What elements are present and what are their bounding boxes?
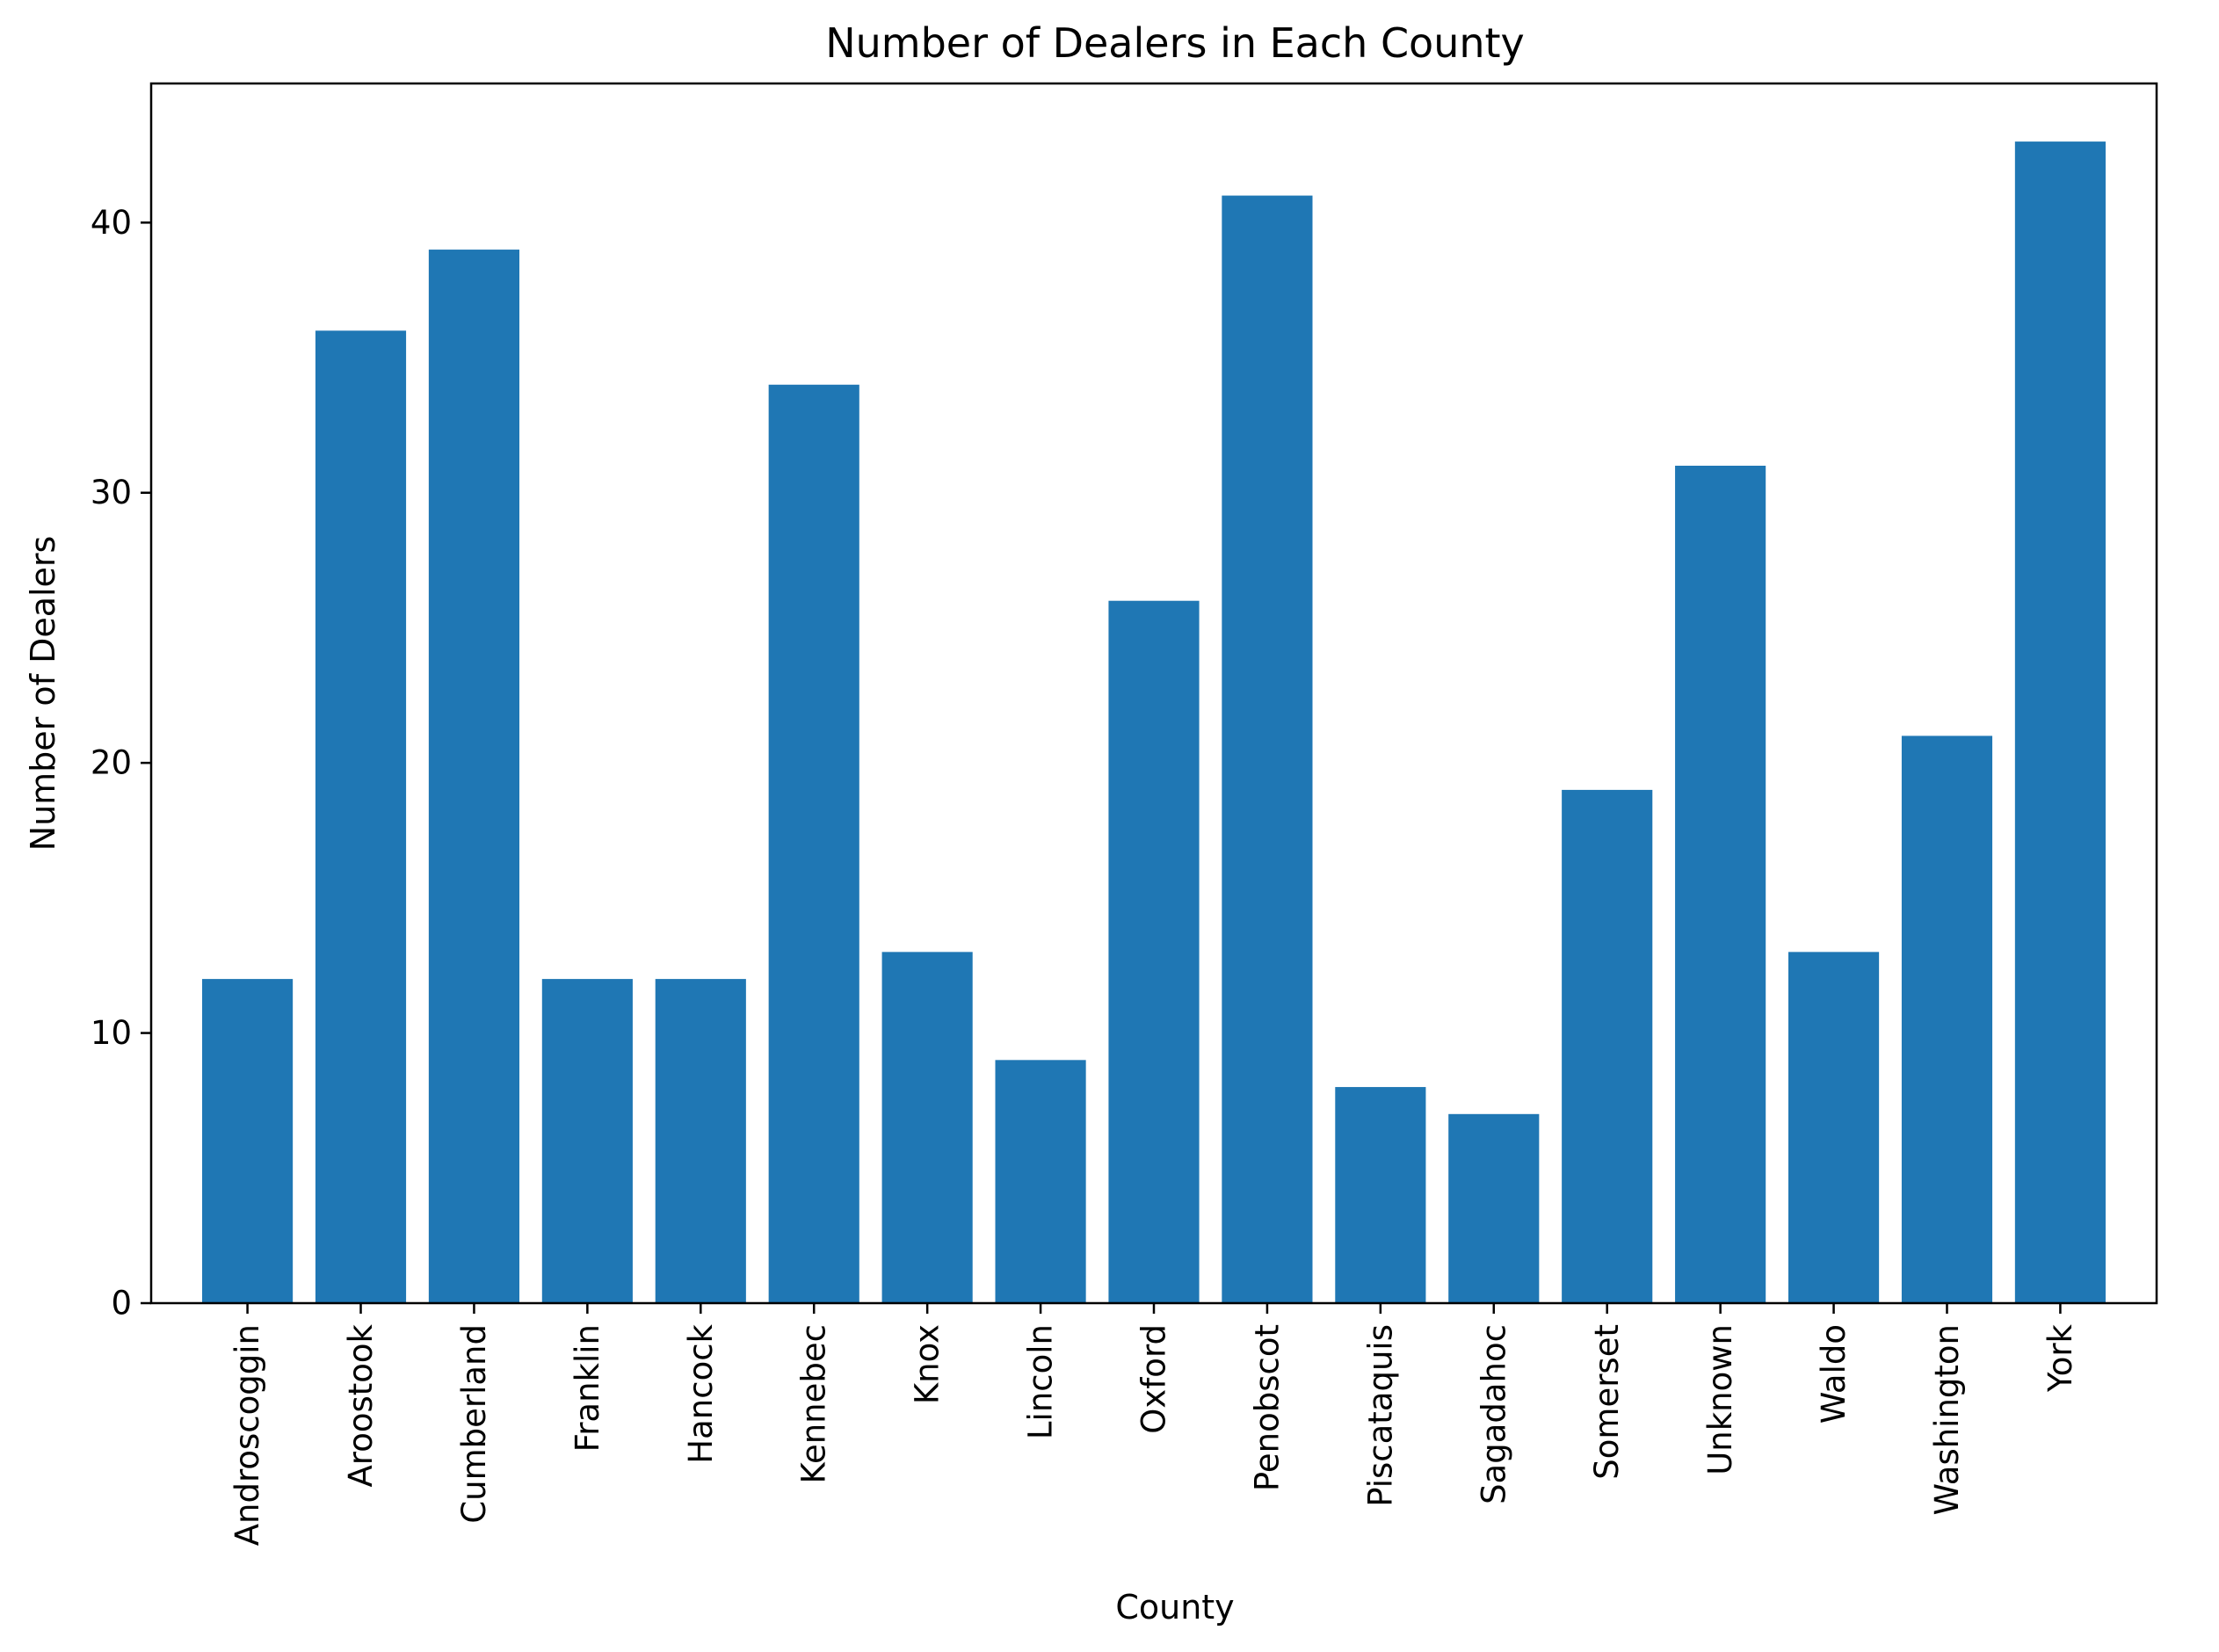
x-tick-label: Kennebec xyxy=(795,1324,833,1483)
x-tick-label: Hancock xyxy=(682,1323,720,1463)
y-axis-label: Number of Dealers xyxy=(24,536,62,851)
bars-group xyxy=(202,141,2106,1304)
x-tick-label: Aroostook xyxy=(342,1323,380,1487)
y-tick-label: 40 xyxy=(91,204,132,242)
x-axis-label: County xyxy=(1115,1588,1234,1627)
bar-knox xyxy=(881,952,973,1303)
x-axis-ticks: Androscoggin Aroostook Cumberland Franklin H… xyxy=(228,1303,2079,1546)
bar-cumberland xyxy=(428,250,520,1303)
bar-unknown xyxy=(1675,465,1766,1303)
y-tick-label: 30 xyxy=(91,474,132,511)
chart-title: Number of Dealers in Each County xyxy=(825,19,1525,67)
bar-lincoln xyxy=(995,1060,1086,1303)
y-tick-label: 20 xyxy=(91,744,132,782)
bar-penobscot xyxy=(1222,195,1313,1303)
bar-hancock xyxy=(655,979,746,1303)
x-tick-label: Penobscot xyxy=(1248,1324,1286,1491)
x-tick-label: Lincoln xyxy=(1022,1324,1060,1439)
bar-piscataquis xyxy=(1335,1087,1426,1303)
x-tick-label: York xyxy=(2041,1323,2079,1393)
bar-androscoggin xyxy=(202,979,294,1303)
x-tick-label: Piscataquis xyxy=(1361,1324,1399,1507)
bar-washington xyxy=(1901,735,1993,1303)
y-axis-ticks: 0 10 20 30 40 xyxy=(91,204,151,1322)
x-tick-label: Oxford xyxy=(1135,1324,1173,1434)
x-tick-label: Unknown xyxy=(1701,1324,1739,1475)
x-tick-label: Washington xyxy=(1928,1324,1966,1515)
x-tick-label: Sagadahoc xyxy=(1475,1324,1512,1504)
bar-somerset xyxy=(1562,789,1653,1303)
y-tick-label: 0 xyxy=(111,1285,132,1322)
bar-aroostook xyxy=(315,330,407,1303)
bar-york xyxy=(2014,141,2106,1304)
x-tick-label: Cumberland xyxy=(455,1324,493,1524)
plot-frame xyxy=(149,82,2158,1305)
bar-franklin xyxy=(541,979,633,1303)
x-tick-label: Franklin xyxy=(569,1324,606,1452)
bar-oxford xyxy=(1108,600,1200,1303)
bar-sagadahoc xyxy=(1448,1113,1540,1303)
x-tick-label: Waldo xyxy=(1815,1324,1853,1424)
x-tick-label: Somerset xyxy=(1588,1324,1626,1480)
x-tick-label: Androscoggin xyxy=(228,1324,266,1546)
bar-waldo xyxy=(1788,952,1880,1303)
bar-kennebec xyxy=(768,384,859,1304)
x-tick-label: Knox xyxy=(909,1324,946,1404)
y-tick-label: 10 xyxy=(91,1014,132,1052)
